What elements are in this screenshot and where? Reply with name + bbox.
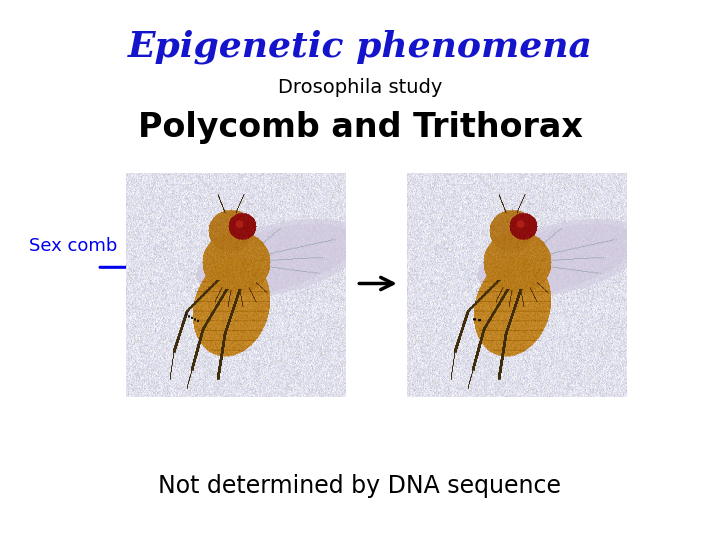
Text: Drosophila study: Drosophila study <box>278 78 442 97</box>
Text: Polycomb and Trithorax: Polycomb and Trithorax <box>138 111 582 144</box>
Text: Sex comb: Sex comb <box>29 237 117 255</box>
Text: Epigenetic phenomena: Epigenetic phenomena <box>127 30 593 64</box>
Text: Not determined by DNA sequence: Not determined by DNA sequence <box>158 474 562 498</box>
